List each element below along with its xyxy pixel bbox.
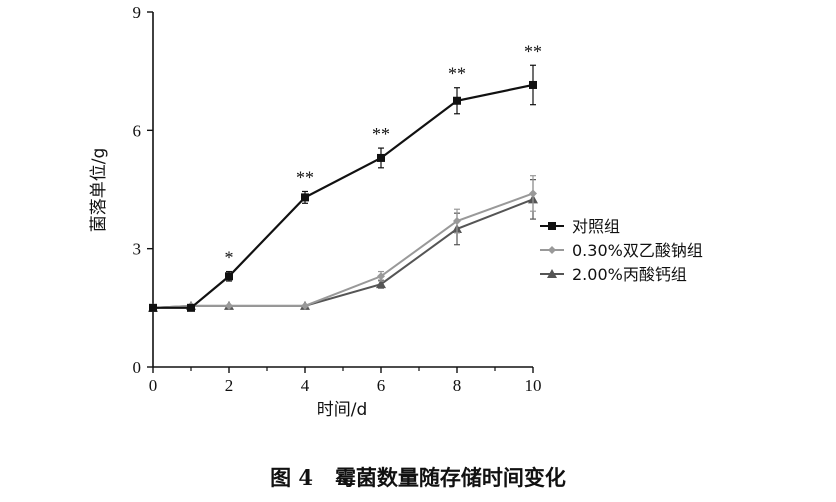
data-point (453, 217, 461, 226)
x-axis-title: 时间/d (317, 400, 368, 420)
significance-label: ** (524, 41, 542, 61)
significance-label: ** (448, 64, 466, 84)
data-point (301, 301, 309, 310)
caption-text: 霉菌数量随存储时间变化 (334, 465, 566, 490)
data-point (529, 189, 537, 198)
data-point (377, 153, 385, 162)
series-2 (149, 175, 537, 312)
data-point (149, 303, 157, 312)
legend-item-2: 0.30%双乙酸钠组 (540, 241, 703, 260)
x-tick-label: 8 (453, 376, 462, 395)
data-point (529, 80, 537, 89)
series-1: ********* (149, 41, 542, 312)
data-point (376, 279, 386, 289)
y-axis-title: 菌落单位/g (89, 148, 109, 233)
series-layer: ********* (148, 41, 542, 312)
legend-label: 对照组 (572, 217, 620, 236)
y-tick-label: 0 (133, 358, 142, 377)
data-point (377, 272, 385, 281)
caption-label: 图 4 (270, 465, 313, 490)
data-point (301, 193, 309, 202)
x-tick-label: 6 (377, 376, 386, 395)
x-tick-label: 4 (301, 376, 310, 395)
data-point (453, 96, 461, 105)
legend-marker (547, 269, 557, 278)
axes: 0 2 4 6 8 10 0 3 6 9 (133, 3, 542, 395)
figure-caption: 图 4 霉菌数量随存储时间变化 (0, 462, 836, 492)
y-tick-label: 6 (133, 121, 142, 140)
data-point (225, 301, 233, 310)
y-tick-label: 9 (133, 3, 142, 22)
legend: 对照组 0.30%双乙酸钠组 2.00%丙酸钙组 (540, 217, 703, 284)
legend-item-1: 对照组 (540, 217, 620, 236)
legend-label: 2.00%丙酸钙组 (572, 265, 687, 284)
significance-label: * (225, 248, 234, 268)
legend-label: 0.30%双乙酸钠组 (572, 241, 703, 260)
data-point (187, 303, 195, 312)
significance-label: ** (296, 167, 314, 187)
legend-marker (548, 246, 556, 254)
x-tick-label: 2 (225, 376, 234, 395)
data-point (225, 272, 233, 281)
x-tick-label: 0 (149, 376, 158, 395)
x-tick-label: 10 (525, 376, 542, 395)
significance-label: ** (372, 124, 390, 144)
series-line (153, 83, 534, 309)
legend-item-3: 2.00%丙酸钙组 (540, 265, 687, 284)
legend-marker (548, 222, 556, 230)
y-tick-label: 3 (133, 240, 142, 259)
